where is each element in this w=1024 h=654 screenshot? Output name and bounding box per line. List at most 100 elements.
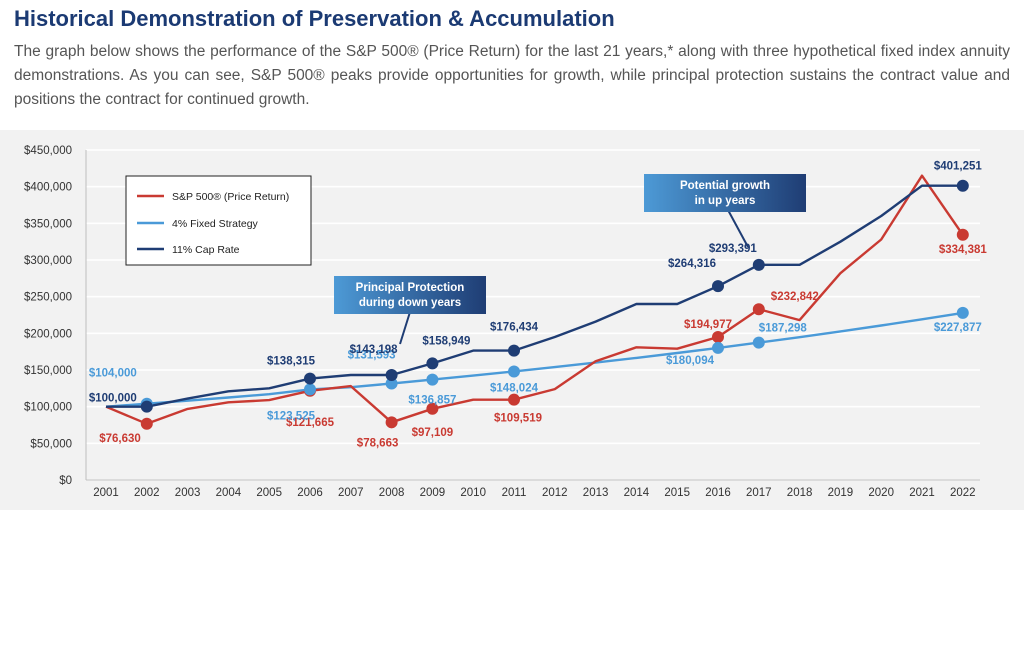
callout-text: Potential growth [680, 180, 770, 192]
sp500-data-label: $121,665 [286, 417, 335, 429]
y-tick-label: $150,000 [24, 365, 72, 377]
x-tick-label: 2009 [420, 487, 446, 499]
x-tick-label: 2011 [502, 487, 527, 499]
cap-rate-data-label: $401,251 [934, 161, 983, 173]
fixed-strategy-data-label: $187,298 [759, 323, 808, 335]
y-tick-label: $450,000 [24, 145, 72, 157]
cap-rate-data-label: $264,316 [668, 258, 716, 270]
fixed-strategy-point [426, 373, 439, 386]
y-tick-label: $50,000 [30, 438, 72, 450]
cap-rate-point [426, 357, 439, 370]
x-tick-label: 2015 [664, 487, 690, 499]
sp500-data-label: $78,663 [357, 437, 399, 449]
page-title: Historical Demonstration of Preservation… [14, 6, 615, 31]
sp500-point [956, 228, 969, 241]
cap-rate-point [956, 179, 969, 192]
fixed-strategy-data-label: $136,857 [408, 395, 456, 407]
legend-label: 4% Fixed Strategy [172, 218, 259, 230]
x-tick-label: 2010 [460, 487, 486, 499]
fixed-strategy-data-label: $123,525 [267, 410, 316, 422]
cap-rate-point [304, 372, 316, 385]
callout-text: during down years [359, 297, 461, 309]
y-tick-label: $0 [59, 475, 72, 487]
sp500-line [105, 174, 964, 425]
fixed-strategy-line [105, 311, 963, 408]
sp500-data-label: $194,977 [684, 319, 732, 331]
sp500-point [508, 393, 520, 406]
sp500-data-label: $232,842 [771, 291, 819, 303]
x-tick-label: 2017 [746, 487, 772, 499]
cap-rate-data-label: $158,949 [422, 335, 470, 347]
x-tick-label: 2016 [705, 487, 731, 499]
cap-rate-point [712, 280, 724, 293]
sp500-data-label: $109,519 [494, 413, 542, 425]
x-tick-label: 2020 [868, 487, 894, 499]
fixed-strategy-data-label: $180,094 [666, 355, 715, 367]
fixed-strategy-point [956, 306, 969, 319]
x-tick-label: 2021 [909, 487, 935, 499]
x-tick-label: 2004 [216, 487, 242, 499]
legend-label: 11% Cap Rate [172, 244, 240, 256]
y-tick-label: $200,000 [24, 328, 72, 340]
x-tick-label: 2012 [542, 487, 568, 499]
y-tick-label: $300,000 [24, 255, 72, 267]
sp500-data-label: $97,109 [412, 427, 454, 439]
cap-rate-data-label: $138,315 [267, 356, 316, 368]
x-tick-label: 2006 [297, 487, 323, 499]
cap-rate-line [106, 184, 963, 408]
fixed-strategy-data-label: $131,593 [348, 349, 396, 361]
sp500-point [712, 331, 724, 344]
callout-pointer [727, 209, 749, 248]
callout-box [644, 174, 806, 212]
sp500-point [385, 416, 398, 429]
sp500-data-label: $334,381 [939, 244, 988, 256]
callout-text: in up years [695, 195, 756, 207]
cap-rate-data-label: $176,434 [490, 322, 539, 334]
data-points [140, 179, 969, 430]
y-tick-label: $100,000 [24, 402, 72, 414]
series-lines [105, 174, 964, 425]
x-tick-label: 2014 [624, 487, 650, 499]
y-tick-label: $350,000 [24, 218, 72, 230]
fixed-strategy-point [508, 365, 520, 378]
callouts: Principal Protection during down years Pot… [334, 174, 806, 345]
x-axis: 2001 2002 2003 2004 2005 2006 2007 2008 2009 2010… [86, 479, 980, 499]
x-tick-label: 2005 [256, 487, 282, 499]
sp500-point [140, 417, 153, 430]
cap-rate-point [508, 344, 520, 357]
fixed-strategy-data-label: $148,024 [490, 382, 539, 394]
fixed-strategy-data-label: $104,000 [89, 368, 137, 380]
x-tick-label: 2013 [583, 487, 609, 499]
cap-rate-data-label: $293,391 [709, 243, 758, 255]
fixed-strategy-data-label: $227,877 [934, 322, 982, 334]
x-tick-label: 2008 [379, 487, 405, 499]
x-tick-label: 2007 [338, 487, 364, 499]
cap-rate-point [385, 368, 398, 381]
fixed-strategy-point [385, 377, 398, 390]
legend: S&P 500® (Price Return) 4% Fixed Strategy… [125, 175, 312, 266]
cap-rate-data-label: $100,000 [89, 393, 137, 405]
callout-text: Principal Protection [356, 282, 465, 294]
cap-rate-data-label: $143,198 [350, 344, 399, 356]
y-axis: $0 $50,000 $100,000 $150,000 $200,000 $250,00… [24, 145, 87, 487]
callout-pointer [399, 311, 411, 345]
data-labels: $76,630 $121,665 $78,663 $97,109 $109,519 $19… [89, 161, 988, 450]
sp500-data-label: $76,630 [99, 433, 141, 445]
line-chart: $0 $50,000 $100,000 $150,000 $200,000 $250,00… [24, 145, 988, 499]
x-tick-label: 2001 [93, 487, 119, 499]
x-tick-label: 2019 [828, 487, 854, 499]
cap-rate-point [752, 258, 765, 271]
legend-label: S&P 500® (Price Return) [172, 191, 289, 203]
x-tick-label: 2002 [134, 487, 160, 499]
y-tick-label: $400,000 [24, 182, 72, 194]
sp500-point [752, 303, 765, 316]
fixed-strategy-point [752, 336, 765, 349]
x-tick-label: 2003 [175, 487, 201, 499]
fixed-strategy-point [304, 383, 316, 396]
sp500-point [426, 402, 439, 415]
callout-box [334, 276, 486, 314]
x-tick-label: 2022 [950, 487, 976, 499]
intro-paragraph: The graph below shows the performance of… [14, 43, 1010, 108]
fixed-strategy-point [712, 341, 724, 354]
y-tick-label: $250,000 [24, 292, 72, 304]
